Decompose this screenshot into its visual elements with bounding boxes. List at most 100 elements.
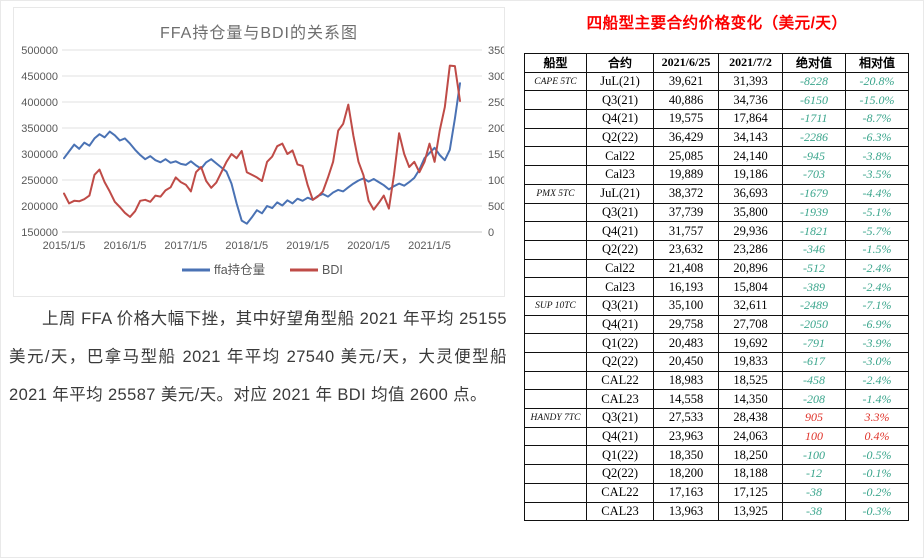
- rel-change-cell: -1.4%: [845, 389, 909, 410]
- rel-change-cell: -2.4%: [845, 258, 909, 279]
- x-axis-tick-label: 2015/1/5: [43, 240, 86, 252]
- rel-change-cell: -5.1%: [845, 202, 909, 223]
- ship-type-cell: [524, 90, 587, 111]
- rel-change-cell: -3.0%: [845, 352, 909, 372]
- abs-change-cell: -389: [782, 277, 846, 297]
- rel-change-cell: -3.9%: [845, 333, 909, 353]
- price-prev-cell: 19,889: [653, 165, 719, 185]
- ship-type-cell: [524, 352, 587, 372]
- table-header-row: 船型 合约 2021/6/25 2021/7/2 绝对值 相对值: [524, 53, 909, 73]
- table-row: Cal22 21,408 20,896 -512 -2.4%: [524, 258, 909, 279]
- table-row: Q4(21) 23,963 24,063 100 0.4%: [524, 426, 909, 447]
- price-curr-cell: 36,693: [718, 183, 783, 204]
- ship-type-cell: CAPE 5TC: [524, 71, 587, 92]
- contract-cell: JuL(21): [586, 71, 654, 92]
- rel-change-cell: -0.2%: [845, 482, 909, 503]
- price-curr-cell: 34,736: [718, 90, 783, 111]
- abs-change-cell: -346: [782, 239, 846, 260]
- col-header-absolute: 绝对值: [782, 53, 846, 73]
- contract-cell: CAL23: [586, 501, 654, 522]
- table-row: CAL22 18,983 18,525 -458 -2.4%: [524, 370, 909, 391]
- price-prev-cell: 25,085: [653, 146, 719, 167]
- ship-type-cell: [524, 146, 587, 167]
- left-axis-tick-label: 300000: [21, 149, 58, 161]
- price-curr-cell: 19,186: [718, 165, 783, 185]
- abs-change-cell: -2489: [782, 295, 846, 316]
- ship-type-cell: [524, 445, 587, 466]
- table-row: Cal22 25,085 24,140 -945 -3.8%: [524, 146, 909, 167]
- price-curr-cell: 31,393: [718, 71, 783, 92]
- ship-type-cell: [524, 314, 587, 335]
- table-row: HANDY 7TC Q3(21) 27,533 28,438 905 3.3%: [524, 408, 909, 428]
- price-curr-cell: 19,692: [718, 333, 783, 353]
- ship-type-cell: [524, 239, 587, 260]
- price-curr-cell: 18,525: [718, 370, 783, 391]
- price-prev-cell: 35,100: [653, 295, 719, 316]
- right-axis-tick-label: 500: [488, 201, 504, 213]
- contract-cell: Q2(22): [586, 352, 654, 372]
- ship-type-cell: [524, 165, 587, 185]
- contract-cell: Cal22: [586, 146, 654, 167]
- contract-cell: Q4(21): [586, 426, 654, 447]
- x-axis-tick-label: 2018/1/5: [225, 240, 268, 252]
- contract-cell: Q1(22): [586, 445, 654, 466]
- left-axis-tick-label: 450000: [21, 71, 58, 83]
- abs-change-cell: -617: [782, 352, 846, 372]
- rel-change-cell: -4.4%: [845, 183, 909, 204]
- price-prev-cell: 20,483: [653, 333, 719, 353]
- abs-change-cell: -8228: [782, 71, 846, 92]
- price-curr-cell: 24,140: [718, 146, 783, 167]
- ship-type-cell: [524, 370, 587, 391]
- left-axis-tick-label: 250000: [21, 175, 58, 187]
- price-prev-cell: 14,558: [653, 389, 719, 410]
- table-pane: 四船型主要合约价格变化（美元/天） 船型 合约 2021/6/25 2021/7…: [513, 1, 923, 557]
- price-curr-cell: 15,804: [718, 277, 783, 297]
- ship-type-cell: SUP 10TC: [524, 295, 587, 316]
- ship-type-cell: [524, 202, 587, 223]
- price-prev-cell: 21,408: [653, 258, 719, 279]
- ship-type-cell: [524, 258, 587, 279]
- bdi-series-line: [63, 64, 461, 218]
- contract-cell: JuL(21): [586, 183, 654, 204]
- rel-change-cell: -1.5%: [845, 239, 909, 260]
- rel-change-cell: -2.4%: [845, 370, 909, 391]
- price-curr-cell: 32,611: [718, 295, 783, 316]
- price-prev-cell: 17,163: [653, 482, 719, 503]
- summary-paragraph: 上周 FFA 价格大幅下挫，其中好望角型船 2021 年平均 25155 美元/…: [9, 310, 507, 404]
- rel-change-cell: -15.0%: [845, 90, 909, 111]
- ship-type-cell: [524, 221, 587, 241]
- right-axis-tick-label: 3000: [488, 71, 504, 83]
- left-axis-tick-label: 150000: [21, 227, 58, 239]
- contract-cell: Q3(21): [586, 408, 654, 428]
- table-row: Q4(21) 31,757 29,936 -1821 -5.7%: [524, 221, 909, 241]
- rel-change-cell: 3.3%: [845, 408, 909, 428]
- contract-cell: Q3(21): [586, 202, 654, 223]
- table-row: Cal23 19,889 19,186 -703 -3.5%: [524, 165, 909, 185]
- ship-type-cell: [524, 333, 587, 353]
- rel-change-cell: -6.3%: [845, 127, 909, 148]
- rel-change-cell: -3.8%: [845, 146, 909, 167]
- price-curr-cell: 24,063: [718, 426, 783, 447]
- bdi-legend-label: BDI: [322, 263, 343, 277]
- rel-change-cell: -20.8%: [845, 71, 909, 92]
- price-curr-cell: 18,250: [718, 445, 783, 466]
- left-axis-tick-label: 400000: [21, 97, 58, 109]
- abs-change-cell: -12: [782, 464, 846, 484]
- abs-change-cell: -2286: [782, 127, 846, 148]
- col-header-relative: 相对值: [845, 53, 909, 73]
- abs-change-cell: -100: [782, 445, 846, 466]
- ship-type-cell: [524, 127, 587, 148]
- table-title: 四船型主要合约价格变化（美元/天）: [586, 15, 848, 32]
- price-prev-cell: 23,963: [653, 426, 719, 447]
- price-prev-cell: 18,350: [653, 445, 719, 466]
- x-axis-tick-label: 2020/1/5: [347, 240, 390, 252]
- contract-cell: Q3(21): [586, 295, 654, 316]
- ffa-legend-label: ffa持仓量: [214, 262, 265, 277]
- price-prev-cell: 23,632: [653, 239, 719, 260]
- x-axis-tick-label: 2017/1/5: [164, 240, 207, 252]
- table-row: CAL23 14,558 14,350 -208 -1.4%: [524, 389, 909, 410]
- price-curr-cell: 19,833: [718, 352, 783, 372]
- price-prev-cell: 18,983: [653, 370, 719, 391]
- table-row: Q1(22) 20,483 19,692 -791 -3.9%: [524, 333, 909, 353]
